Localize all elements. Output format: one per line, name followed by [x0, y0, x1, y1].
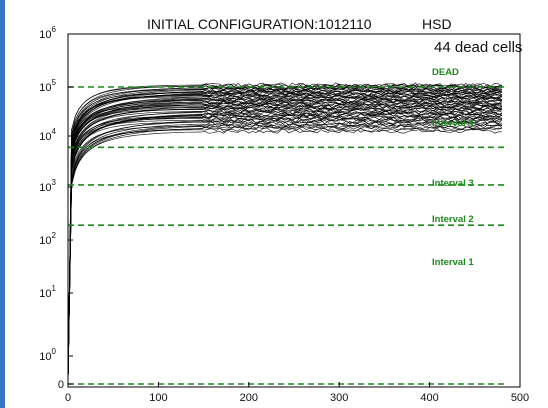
- y-tick-base: 10: [39, 235, 51, 247]
- y-tick-exponent: 2: [52, 231, 57, 240]
- series-line: [67, 119, 503, 385]
- x-tick-label: 0: [65, 392, 71, 404]
- series-line: [67, 111, 503, 385]
- series-line: [67, 111, 503, 385]
- series-line: [67, 94, 502, 385]
- y-tick-base: 10: [39, 29, 51, 41]
- series-line: [67, 129, 502, 385]
- series-line: [67, 95, 503, 385]
- series-line: [67, 101, 502, 385]
- series-line: [67, 120, 502, 385]
- x-tick-label: 200: [240, 392, 258, 404]
- x-tick-label: 400: [420, 392, 438, 404]
- series-line: [67, 99, 503, 385]
- chart-subtitle: HSD: [422, 16, 452, 32]
- series-layer: [67, 82, 503, 385]
- y-tick-base: 10: [39, 351, 51, 363]
- series-line: [67, 97, 503, 385]
- series-line: [67, 116, 502, 385]
- y-tick-label: 104: [39, 127, 56, 143]
- series-line: [67, 92, 503, 385]
- series-line: [67, 89, 502, 385]
- series-line: [67, 93, 503, 385]
- series-line: [67, 96, 502, 385]
- threshold-label: Interval 1: [432, 257, 474, 268]
- y-tick-label: 0: [58, 379, 64, 391]
- x-tick-label: 500: [511, 392, 529, 404]
- series-line: [67, 118, 503, 385]
- threshold-layer: DEAD Interval 4 Interval 3 Interval 2 Interv…: [68, 67, 506, 385]
- series-line: [67, 112, 503, 385]
- series-line: [67, 122, 503, 385]
- series-line: [67, 117, 503, 385]
- series-line: [67, 126, 503, 385]
- y-tick-base: 10: [39, 288, 51, 300]
- y-tick-label: 103: [39, 178, 56, 194]
- series-line: [67, 90, 503, 385]
- accent-bar: [0, 0, 5, 408]
- threshold-label: Interval 4: [432, 118, 474, 129]
- series-line: [67, 105, 502, 385]
- series-line: [67, 121, 502, 385]
- series-line: [67, 99, 503, 385]
- series-line: [67, 86, 502, 385]
- y-tick-label: 105: [39, 78, 56, 94]
- y-tick-exponent: 3: [52, 178, 57, 187]
- series-line: [67, 106, 502, 385]
- series-line: [67, 115, 502, 385]
- y-tick-exponent: 0: [52, 347, 57, 356]
- series-line: [67, 123, 503, 385]
- series-line: [67, 107, 502, 385]
- y-tick-base: 10: [39, 82, 51, 94]
- series-line: [67, 91, 503, 385]
- y-tick-exponent: 5: [52, 78, 57, 87]
- y-tick-exponent: 6: [52, 25, 57, 34]
- series-line: [67, 98, 502, 385]
- series-line: [67, 113, 503, 385]
- series-line: [67, 102, 502, 385]
- series-line: [67, 108, 502, 385]
- series-line: [67, 103, 503, 385]
- threshold-label: DEAD: [432, 67, 459, 78]
- series-line: [67, 109, 503, 385]
- x-axis: 0 100 200 300 400 500: [65, 382, 529, 404]
- series-line: [67, 116, 503, 385]
- series-line: [67, 127, 502, 385]
- series-line: [67, 124, 502, 385]
- series-line: [67, 97, 503, 385]
- y-tick-exponent: 4: [52, 127, 57, 136]
- series-line: [67, 93, 503, 385]
- series-line: [67, 108, 503, 385]
- y-tick-exponent: 1: [52, 284, 57, 293]
- y-tick-label: 101: [39, 284, 56, 300]
- threshold-label: Interval 2: [432, 214, 474, 225]
- y-tick-base: 10: [39, 131, 51, 143]
- dead-cells-annotation: 44 dead cells: [434, 39, 522, 56]
- y-tick-label: 106: [39, 25, 56, 41]
- series-line: [67, 102, 503, 385]
- series-line: [67, 114, 502, 385]
- x-tick-label: 100: [149, 392, 167, 404]
- plot-frame: [67, 33, 521, 388]
- threshold-label: Interval 3: [432, 178, 474, 189]
- x-tick-label: 300: [330, 392, 348, 404]
- chart-title: INITIAL CONFIGURATION:1012110: [147, 16, 372, 32]
- series-line: [67, 88, 502, 385]
- series-line: [67, 83, 502, 385]
- y-tick-label: 102: [39, 231, 56, 247]
- series-line: [67, 100, 503, 385]
- series-line: [67, 95, 503, 385]
- series-line: [67, 110, 502, 385]
- y-tick-base: 10: [39, 182, 51, 194]
- y-tick-label: 100: [39, 347, 56, 363]
